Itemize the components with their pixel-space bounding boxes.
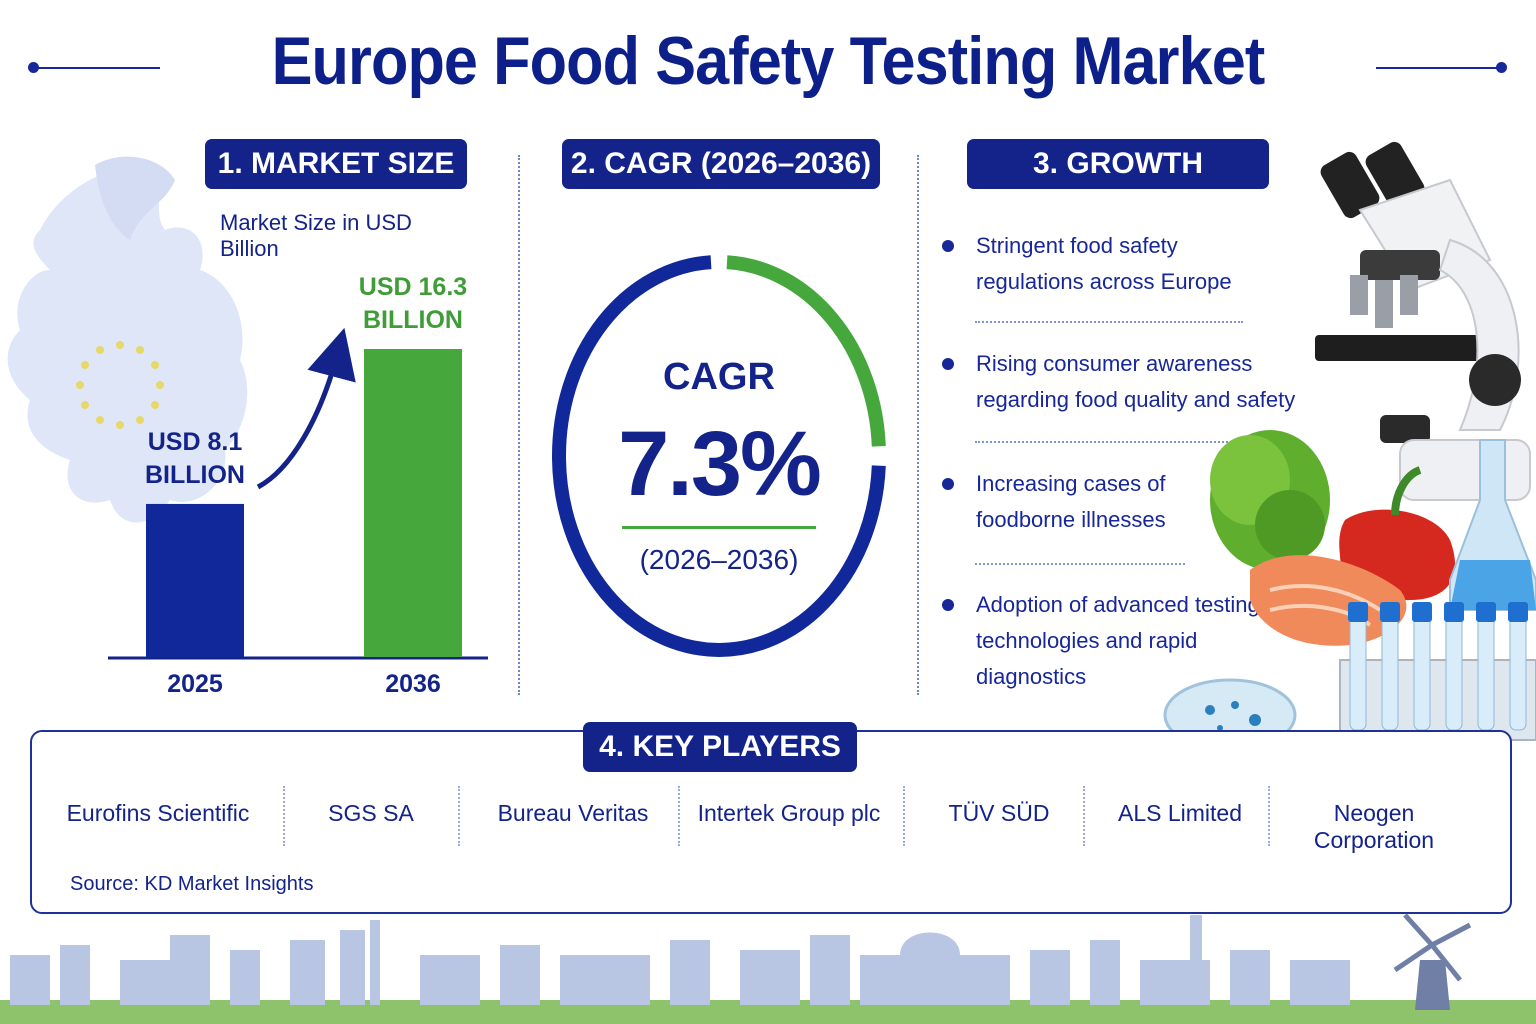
cagr-ring-remainder (552, 255, 886, 657)
player-tuv-sud: TÜV SÜD (948, 800, 1050, 826)
lettuce-icon (1210, 430, 1330, 570)
player-sgs: SGS SA (328, 800, 414, 826)
driver-4-line2: technologies and rapid diagnostics (976, 628, 1198, 689)
windmill-icon (1393, 913, 1472, 1010)
cagr-label: CAGR (663, 356, 775, 398)
source-note: Source: KD Market Insights (70, 873, 313, 896)
driver-separator-3 (975, 563, 1185, 565)
bar-2036 (364, 349, 462, 657)
bar-label-2025: USD 8.1 BILLION (126, 426, 264, 492)
bullet-icon (942, 478, 954, 490)
test-tube-rack-icon (1339, 602, 1536, 741)
x-tick-2036: 2036 (385, 670, 441, 698)
eu-stars (76, 341, 164, 429)
player-intertek: Intertek Group plc (697, 800, 881, 826)
player-eurofins: Eurofins Scientific (66, 800, 250, 826)
flask-icon (1449, 439, 1536, 611)
lab-food-illustration (1163, 141, 1536, 752)
driver-separator-2 (975, 441, 1243, 443)
bar-label-2036: USD 16.3 BILLION (344, 271, 482, 337)
bar-label-2036-line1: USD 16.3 (358, 273, 468, 301)
driver-2-line2: regarding food quality and safety (976, 387, 1296, 412)
title-rule-right (1376, 67, 1504, 69)
europe-skyline-illustration (0, 913, 1536, 1024)
driver-4-line1: Adoption of advanced testing (976, 592, 1260, 617)
growth-drivers-heading: 3. GROWTH DRIVERS (967, 139, 1269, 230)
player-separator (1083, 786, 1085, 846)
title-dot-right (1496, 62, 1507, 73)
bar-label-2025-line2: BILLION (145, 460, 245, 489)
player-separator (903, 786, 905, 846)
player-bureau-veritas: Bureau Veritas (497, 800, 649, 826)
title-rule-left (32, 67, 160, 69)
cagr-underline (622, 526, 816, 529)
growth-arrow (256, 327, 356, 490)
source-label: Source: (70, 873, 139, 895)
driver-1-line1: Stringent food safety (976, 233, 1178, 258)
driver-3-line2: foodborne illnesses (976, 507, 1166, 532)
player-separator (678, 786, 680, 846)
source-value: KD Market Insights (144, 873, 314, 895)
driver-1-line2: regulations across Europe (976, 269, 1232, 294)
page-title: Europe Food Safety Testing Market (271, 23, 1266, 99)
cagr-ring-chart (552, 255, 886, 657)
bar-label-2025-line1: USD 8.1 (147, 427, 243, 456)
cagr-period: (2026–2036) (639, 544, 799, 575)
title-dot-left (28, 62, 39, 73)
driver-separator-1 (975, 321, 1243, 323)
europe-landmass (7, 168, 248, 523)
bullet-icon (942, 358, 954, 370)
cagr-heading: 2. CAGR (2026–2036) (562, 139, 880, 189)
player-separator (283, 786, 285, 846)
market-size-heading: 1. MARKET SIZE (205, 139, 467, 189)
key-players-heading: 4. KEY PLAYERS (583, 722, 857, 772)
bullet-icon (942, 599, 954, 611)
x-tick-2025: 2025 (167, 670, 223, 698)
bar-2025 (146, 503, 244, 657)
player-als: ALS Limited (1117, 800, 1242, 826)
cagr-ring-segment (726, 255, 886, 447)
driver-3-line1: Increasing cases of (976, 471, 1166, 496)
bullet-icon (942, 240, 954, 252)
player-neogen: Neogen Corporation (1313, 800, 1435, 853)
europe-map-illustration (7, 156, 248, 523)
driver-2-line1: Rising consumer awareness (976, 351, 1253, 376)
column-separator-1 (518, 155, 520, 695)
player-separator (458, 786, 460, 846)
column-separator-2 (917, 155, 919, 695)
bar-label-2036-line2: BILLION (363, 306, 463, 334)
player-separator (1268, 786, 1270, 846)
market-size-subtitle: Market Size in USD Billion (220, 210, 412, 261)
cagr-value: 7.3% (618, 413, 822, 515)
scandinavia-landmass (95, 156, 175, 240)
